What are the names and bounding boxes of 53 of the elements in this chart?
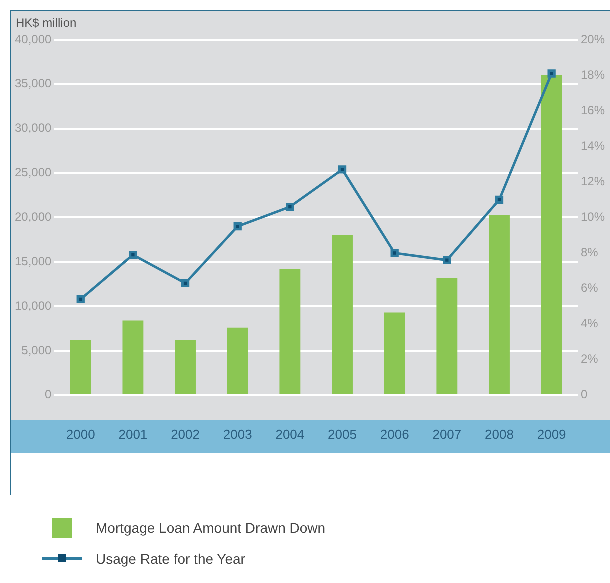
point <box>234 222 242 231</box>
x-tick-label: 2000 <box>66 426 96 442</box>
y-tick-label: 25,000 <box>15 166 52 180</box>
point <box>548 70 556 78</box>
point <box>390 249 399 258</box>
y2-tick-label: 0 <box>580 388 588 402</box>
y-tick-label: 10,000 <box>15 298 52 313</box>
x-tick-label: 2001 <box>118 426 148 442</box>
bar <box>436 278 458 394</box>
y-tick-label: 20,000 <box>15 210 52 224</box>
y-axis-title: HK$ million <box>16 16 77 30</box>
x-tick-label: 2004 <box>276 426 305 442</box>
y2-tick-label: 2% <box>580 352 599 366</box>
y-tick-label: 0 <box>45 388 52 402</box>
y-tick-label: 30,000 <box>15 121 52 136</box>
y2-tick-label: 10% <box>580 210 606 224</box>
bar <box>541 76 562 394</box>
y-tick-label: 35,000 <box>15 76 52 91</box>
y2-tick-label: 18% <box>580 68 606 82</box>
legend-label: Mortgage Loan Amount Drawn Down <box>96 520 326 536</box>
point <box>129 250 138 260</box>
x-tick-label: 2002 <box>171 426 200 442</box>
y2-tick-label: 8% <box>580 246 599 260</box>
point <box>181 279 190 288</box>
point <box>76 295 85 304</box>
point <box>443 256 452 264</box>
y-tick-label: 15,000 <box>15 254 52 268</box>
bar <box>280 269 301 394</box>
y2-tick-label: 14% <box>580 138 606 153</box>
bar <box>332 235 353 394</box>
legend-label: Usage Rate for the Year <box>96 550 246 566</box>
point <box>286 202 294 212</box>
bar <box>175 340 196 394</box>
point <box>495 196 504 204</box>
x-tick-label: 2005 <box>328 426 357 442</box>
y2-tick-label: 4% <box>580 316 599 331</box>
bar <box>227 328 248 394</box>
bar <box>70 340 92 394</box>
x-tick-label: 2006 <box>380 426 410 442</box>
y2-tick-label: 20% <box>580 32 606 46</box>
x-tick-label: 2003 <box>223 426 252 442</box>
bar <box>122 320 144 394</box>
y-tick-label: 40,000 <box>15 32 52 46</box>
y2-tick-label: 16% <box>580 103 606 118</box>
point <box>338 166 347 174</box>
x-tick-label: 2009 <box>537 426 566 442</box>
x-tick-label: 2007 <box>432 426 462 442</box>
bar <box>384 312 406 394</box>
x-tick-label: 2008 <box>485 426 514 442</box>
y2-tick-label: 12% <box>580 174 606 188</box>
y-tick-label: 5,000 <box>22 343 52 358</box>
y2-tick-label: 6% <box>580 281 599 296</box>
bar <box>489 215 510 394</box>
